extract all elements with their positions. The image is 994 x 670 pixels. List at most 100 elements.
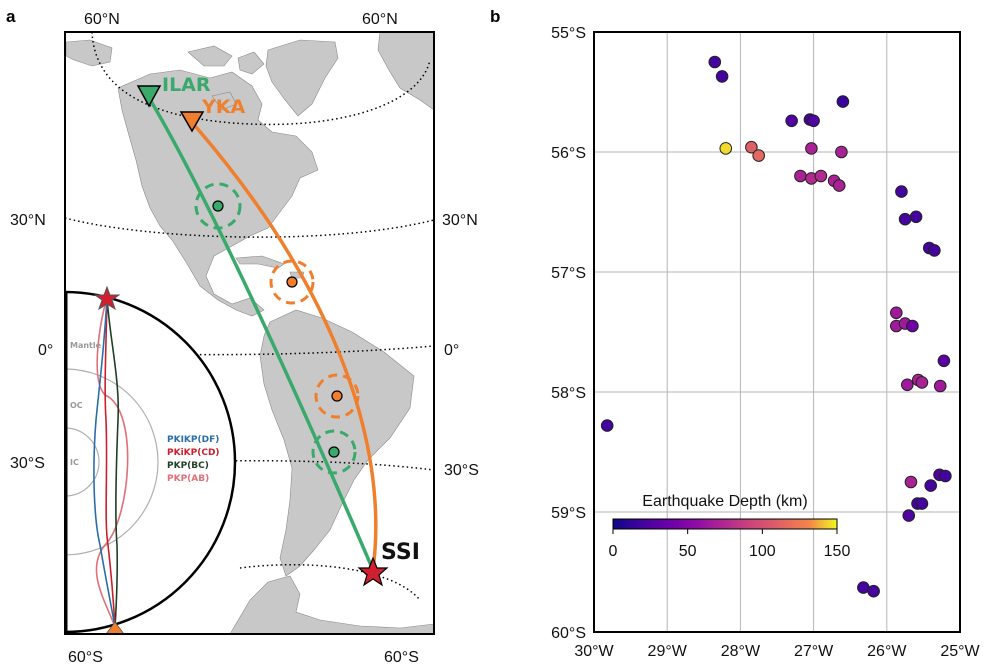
earthquake-point xyxy=(906,319,919,333)
x-tick-label: 27°W xyxy=(794,643,834,660)
colorbar-label: Earthquake Depth (km) xyxy=(642,493,807,510)
inset-ic-label: IC xyxy=(70,458,79,467)
y-tick-label: 60°S xyxy=(551,625,586,642)
south-america-landmass xyxy=(259,309,415,577)
earthquake-point xyxy=(600,419,614,432)
arctic-islands xyxy=(187,45,265,111)
gridline-60s xyxy=(239,563,421,601)
earthquake-point xyxy=(785,114,798,128)
earthquake-point xyxy=(832,179,846,192)
lat-label-60n-right: 60°N xyxy=(362,11,398,28)
x-tick-label: 28°W xyxy=(721,643,761,660)
earthquake-point xyxy=(719,142,733,155)
latitude-gridlines xyxy=(65,32,434,601)
lat-label-60s-right: 60°S xyxy=(384,649,419,666)
ray-pkikp-df xyxy=(93,297,116,628)
gridline-30s xyxy=(65,460,434,471)
inset-receiver-triangle xyxy=(105,621,125,634)
earthquake-point xyxy=(928,244,941,257)
colorbar-tick-label: 0 xyxy=(609,543,618,560)
ilar-station-label: ILAR xyxy=(162,74,211,96)
map-area xyxy=(65,32,434,634)
lat-label-60s-left: 60°S xyxy=(68,649,103,666)
earthquake-point xyxy=(898,212,912,226)
land-masses xyxy=(65,32,434,634)
map-frame xyxy=(64,31,435,635)
yka-station-label: YKA xyxy=(201,96,245,118)
lat-label-eq-right: 0° xyxy=(444,342,459,359)
earthquake-point xyxy=(794,169,807,183)
earthquake-point xyxy=(937,354,951,368)
earthquake-point xyxy=(904,475,918,489)
gridline-30n xyxy=(65,217,434,238)
earthquake-point xyxy=(939,469,952,483)
earthquake-point xyxy=(867,584,880,598)
y-tick-label: 57°S xyxy=(551,265,586,282)
y-tick-label: 59°S xyxy=(551,505,586,522)
lat-label-30n-left: 30°N xyxy=(10,212,46,229)
x-tick-label: 26°W xyxy=(867,643,907,660)
ssi-source-star xyxy=(357,556,389,587)
europe-landmass xyxy=(377,32,434,111)
legend-pkikp-df: PKIKP(DF) xyxy=(167,435,219,445)
earthquake-point xyxy=(814,169,828,183)
lat-label-30s-left: 30°S xyxy=(10,455,45,472)
legend-pkp-bc: PKP(BC) xyxy=(167,461,209,471)
panel-b-label: b xyxy=(490,7,500,26)
ray-pkikp-cd xyxy=(104,297,116,628)
inset-source-star xyxy=(93,285,121,311)
earthquake-point xyxy=(805,142,818,155)
pierce-point-yka-south xyxy=(314,373,360,419)
earthquake-point xyxy=(902,509,916,522)
colorbar-tick-label: 50 xyxy=(679,543,697,560)
earthquake-point xyxy=(915,376,929,389)
earthquake-point xyxy=(835,145,848,159)
pierce-point-yka-south-dot xyxy=(331,390,343,402)
earthquake-point xyxy=(745,140,758,154)
ssi-source-label: SSI xyxy=(381,540,420,565)
gridline-eq xyxy=(65,345,434,356)
y-tick-label: 56°S xyxy=(551,145,586,162)
pierce-point-ilar-south xyxy=(311,429,357,475)
ray-pkp-bc xyxy=(106,297,120,628)
ray-path-ilar-ssi xyxy=(146,95,375,571)
earthquake-point xyxy=(924,479,938,492)
earthquake-point xyxy=(807,114,820,128)
earthquake-point xyxy=(890,306,903,320)
colorbar-tick-label: 150 xyxy=(824,543,851,560)
earthquake-point xyxy=(933,379,947,393)
greenland-landmass xyxy=(265,39,339,117)
y-tick-label: 55°S xyxy=(551,25,586,42)
panel-a-label: a xyxy=(6,7,16,26)
x-tick-label: 29°W xyxy=(648,643,688,660)
earthquake-point xyxy=(715,70,729,83)
yka-station-marker xyxy=(179,111,205,133)
lat-label-eq-left: 0° xyxy=(38,342,53,359)
pierce-point-yka-north-dot xyxy=(286,276,298,288)
ray-pkp-ab xyxy=(95,297,129,628)
chart-frame xyxy=(593,31,961,633)
legend-pkp-ab: PKP(AB) xyxy=(167,474,209,484)
antarctica-landmass xyxy=(229,575,434,634)
earthquake-point xyxy=(900,378,914,392)
earthquake-point xyxy=(836,95,850,108)
inset-oc-label: OC xyxy=(70,401,83,410)
pierce-point-ilar-south-dot xyxy=(328,446,340,458)
x-tick-label: 30°W xyxy=(574,643,614,660)
x-tick-label: 25°W xyxy=(940,643,980,660)
colorbar-tick-label: 100 xyxy=(749,543,776,560)
lat-label-30s-right: 30°S xyxy=(444,462,479,479)
pierce-point-ilar-north xyxy=(194,182,242,230)
inset-mantle-label: Mantle xyxy=(70,341,102,350)
earthquake-point xyxy=(708,55,722,69)
pierce-point-ilar-north-dot xyxy=(212,200,224,212)
pierce-point-yka-north xyxy=(269,259,315,305)
ray-path-yka-ssi xyxy=(188,118,378,571)
depth-scatter-chart: 30°W 29°W 28°W 27°W 26°W 25°W 55°S 56°S 57°S 58°S… xyxy=(551,25,980,660)
legend-pkikp-cd: PKiKP(CD) xyxy=(167,448,220,458)
ilar-station-marker xyxy=(136,85,162,108)
y-tick-label: 58°S xyxy=(551,385,586,402)
earthquake-point xyxy=(909,210,923,224)
earthquake-point xyxy=(752,149,766,162)
